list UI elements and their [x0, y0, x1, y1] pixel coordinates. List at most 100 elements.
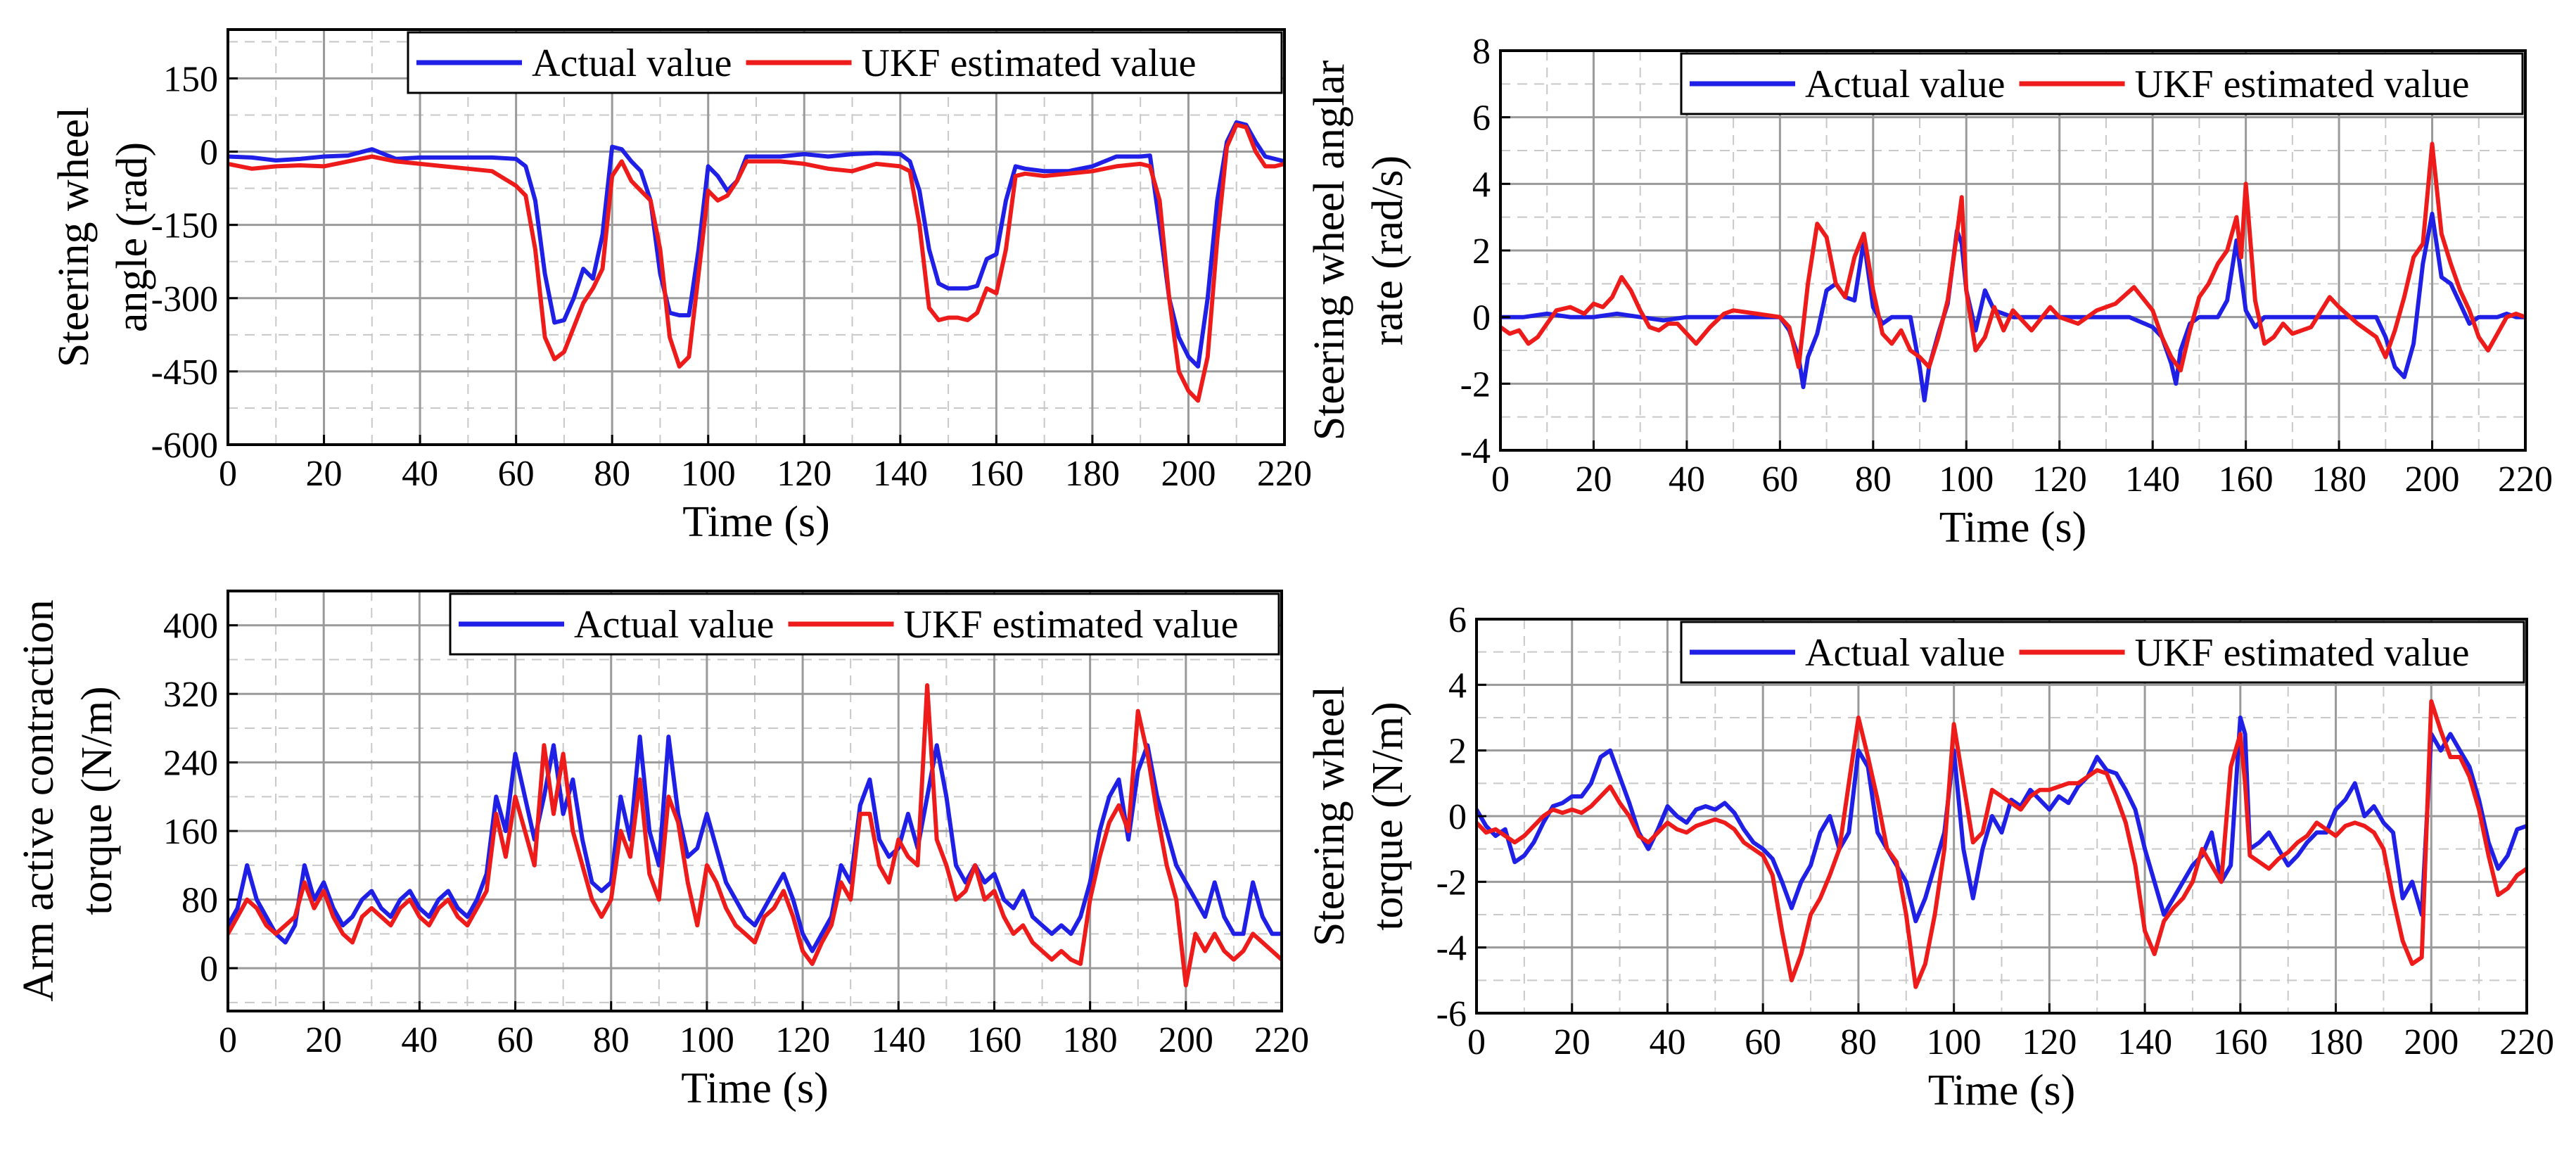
series-line-ukf: [1477, 699, 2527, 989]
x-tick-label: 100: [1927, 1022, 1982, 1062]
plot-frame: [227, 28, 1286, 446]
plot-frame: [227, 590, 1283, 1012]
x-tick-label: 140: [871, 1020, 926, 1060]
legend-label-actual: Actual value: [574, 603, 774, 647]
x-tick-label: 60: [498, 454, 535, 494]
y-axis-title: Steering wheel anglar: [1306, 60, 1353, 440]
x-tick-label: 180: [1063, 1020, 1118, 1060]
y-axis-title: Steering wheel: [50, 107, 98, 367]
x-tick-label: 120: [775, 1020, 830, 1060]
x-tick-label: 60: [1745, 1022, 1781, 1062]
x-tick-label: 120: [2032, 459, 2087, 500]
legend-label-ukf: UKF estimated value: [2135, 631, 2470, 675]
y-tick-label: 6: [1472, 98, 1491, 139]
x-tick-label: 140: [873, 454, 928, 494]
x-tick-label: 160: [969, 454, 1024, 494]
legend-label-actual: Actual value: [1805, 631, 2006, 675]
x-tick-label: 220: [1257, 454, 1312, 494]
chart-panel-1: 0 20 40 60 80 100 120 140 160 180 200 220 -600 -450 -3…: [50, 28, 1312, 546]
y-tick-label: 2: [1448, 732, 1467, 772]
x-tick-label: 220: [2498, 459, 2553, 500]
x-tick-label: 60: [497, 1020, 534, 1060]
x-tick-label: 0: [1491, 459, 1510, 500]
series-line-ukf: [228, 683, 1282, 988]
x-tick-label: 200: [1159, 1020, 1213, 1060]
y-tick-label: -300: [151, 279, 218, 319]
chart-panel-3: 0 20 40 60 80 100 120 140 160 180 200 220 0 80 160 240 3…: [15, 590, 1309, 1112]
y-tick-label: 2: [1472, 231, 1491, 272]
y-axis-title: Arm active contraction: [15, 599, 63, 1002]
x-tick-label: 140: [2125, 459, 2180, 500]
y-tick-label: 240: [163, 744, 218, 784]
y-axis-title: torque (N/m): [1364, 701, 1412, 930]
x-tick-label: 60: [1761, 459, 1798, 500]
x-tick-label: 180: [2312, 459, 2366, 500]
x-tick-label: 80: [594, 454, 630, 494]
x-tick-label: 40: [401, 1020, 438, 1060]
x-tick-label: 0: [219, 1020, 237, 1060]
series-line-actual: [228, 735, 1282, 953]
legend-label-actual: Actual value: [532, 42, 732, 85]
series-group: [228, 683, 1282, 988]
x-tick-label: 180: [1065, 454, 1120, 494]
y-tick-label: 8: [1472, 32, 1491, 72]
legend-label-ukf: UKF estimated value: [2135, 63, 2470, 106]
x-tick-label: 20: [305, 1020, 342, 1060]
legend-label-actual: Actual value: [1805, 63, 2006, 106]
x-tick-label: 200: [2404, 1022, 2459, 1062]
y-tick-label: 150: [163, 59, 218, 99]
x-tick-label: 140: [2117, 1022, 2172, 1062]
x-tick-label: 200: [1161, 454, 1216, 494]
x-tick-label: 80: [593, 1020, 630, 1060]
series-group: [1477, 699, 2527, 989]
legend-label-ukf: UKF estimated value: [904, 603, 1239, 647]
y-tick-label: -2: [1460, 364, 1491, 405]
x-tick-label: 20: [1554, 1022, 1590, 1062]
y-tick-label: -6: [1436, 994, 1467, 1034]
x-tick-label: 120: [777, 454, 831, 494]
y-tick-label: 0: [1448, 797, 1467, 837]
x-axis-title: Time (s): [1939, 504, 2087, 552]
series-line-ukf: [1500, 141, 2525, 373]
legend-label-ukf: UKF estimated value: [862, 42, 1197, 85]
legend-box: [407, 31, 1283, 94]
x-tick-label: 160: [2213, 1022, 2268, 1062]
y-tick-label: 0: [200, 133, 218, 173]
y-tick-label: -4: [1460, 431, 1491, 471]
y-tick-label: 160: [163, 812, 218, 852]
x-tick-label: 40: [402, 454, 438, 494]
y-tick-label: 320: [163, 675, 218, 715]
x-axis-title: Time (s): [682, 498, 830, 546]
x-tick-label: 220: [2499, 1022, 2554, 1062]
x-tick-label: 120: [2022, 1022, 2077, 1062]
y-tick-label: -450: [151, 352, 218, 393]
x-tick-label: 200: [2405, 459, 2460, 500]
x-tick-label: 100: [681, 454, 736, 494]
x-tick-label: 40: [1649, 1022, 1685, 1062]
x-tick-label: 20: [1575, 459, 1612, 500]
x-tick-label: 0: [1467, 1022, 1486, 1062]
series-group: [1500, 141, 2525, 402]
y-tick-label: -4: [1436, 929, 1467, 969]
y-tick-label: 80: [181, 881, 218, 921]
y-axis-title: rate (rad/s): [1364, 155, 1412, 345]
x-tick-label: 80: [1840, 1022, 1877, 1062]
y-tick-label: 4: [1448, 666, 1467, 706]
chart-panel-2: 0 20 40 60 80 100 120 140 160 180 200 220 -4 -2 0 2 4 6 8 T…: [1306, 32, 2553, 552]
x-tick-label: 180: [2309, 1022, 2364, 1062]
x-axis-title: Time (s): [681, 1065, 829, 1112]
x-tick-label: 220: [1254, 1020, 1309, 1060]
y-tick-label: 0: [200, 949, 218, 989]
x-axis-title: Time (s): [1928, 1067, 2076, 1114]
y-tick-label: -150: [151, 206, 218, 246]
x-tick-label: 80: [1855, 459, 1892, 500]
x-tick-label: 20: [306, 454, 343, 494]
x-tick-label: 100: [680, 1020, 734, 1060]
y-tick-label: 0: [1472, 298, 1491, 338]
y-axis-title: torque (N/m): [73, 686, 121, 915]
chart-panel-4: 0 20 40 60 80 100 120 140 160 180 200 220 -6 -4 -2 0 2 4 6…: [1306, 600, 2554, 1114]
y-axis-title: Steering wheel: [1306, 686, 1353, 946]
y-tick-label: 400: [163, 606, 218, 647]
x-tick-label: 160: [2219, 459, 2274, 500]
